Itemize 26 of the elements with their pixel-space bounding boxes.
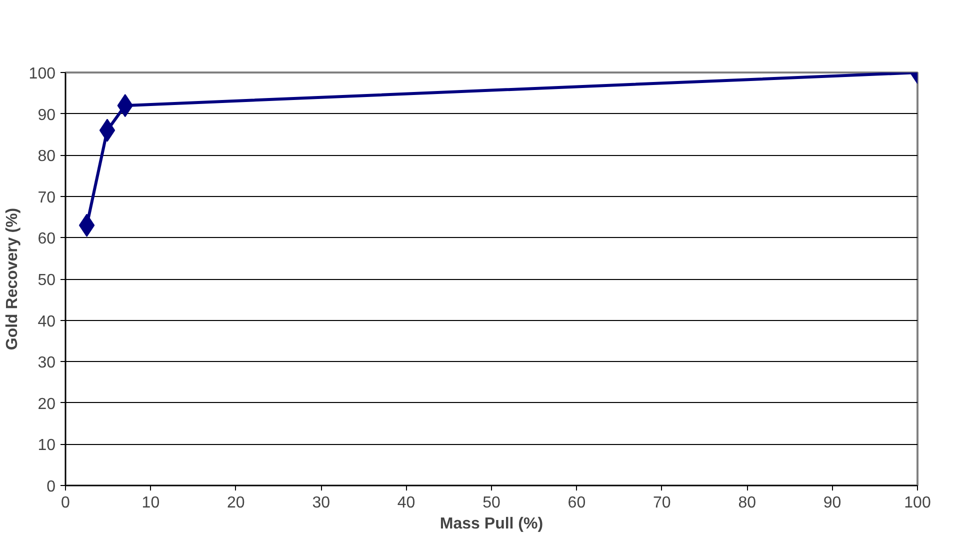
x-axis-title: Mass Pull (%) — [440, 516, 544, 532]
point — [99, 118, 116, 142]
y-tick-label: 30 — [38, 354, 56, 372]
y-tick-label: 70 — [38, 189, 56, 206]
y-tick-label: 10 — [38, 437, 56, 454]
x-tick-label: 80 — [738, 494, 756, 512]
y-tick-label: 50 — [38, 272, 56, 289]
x-tick-label: 50 — [482, 494, 500, 512]
y-tick-label: 60 — [38, 230, 56, 248]
y-tick-label: 20 — [38, 396, 56, 413]
x-tick-label: 20 — [227, 494, 245, 512]
x-tick-label: 40 — [397, 494, 416, 512]
point — [78, 214, 95, 237]
y-tick-label: 100 — [28, 66, 56, 82]
y-axis-title: Gold Recovery (%) — [4, 208, 21, 350]
x-tick-label: 0 — [61, 494, 70, 512]
x-tick-label: 70 — [653, 494, 671, 512]
x-tick-label: 60 — [568, 494, 586, 512]
y-tick-label: 0 — [46, 478, 56, 496]
y-tick-label: 40 — [38, 313, 56, 330]
x-tick-label: 90 — [823, 494, 842, 512]
x-tick-label: 30 — [312, 494, 330, 512]
y-tick-label: 90 — [38, 106, 56, 124]
x-tick-label: 100 — [904, 494, 931, 512]
y-tick-label: 80 — [38, 148, 56, 166]
x-tick-label: 10 — [142, 494, 160, 512]
